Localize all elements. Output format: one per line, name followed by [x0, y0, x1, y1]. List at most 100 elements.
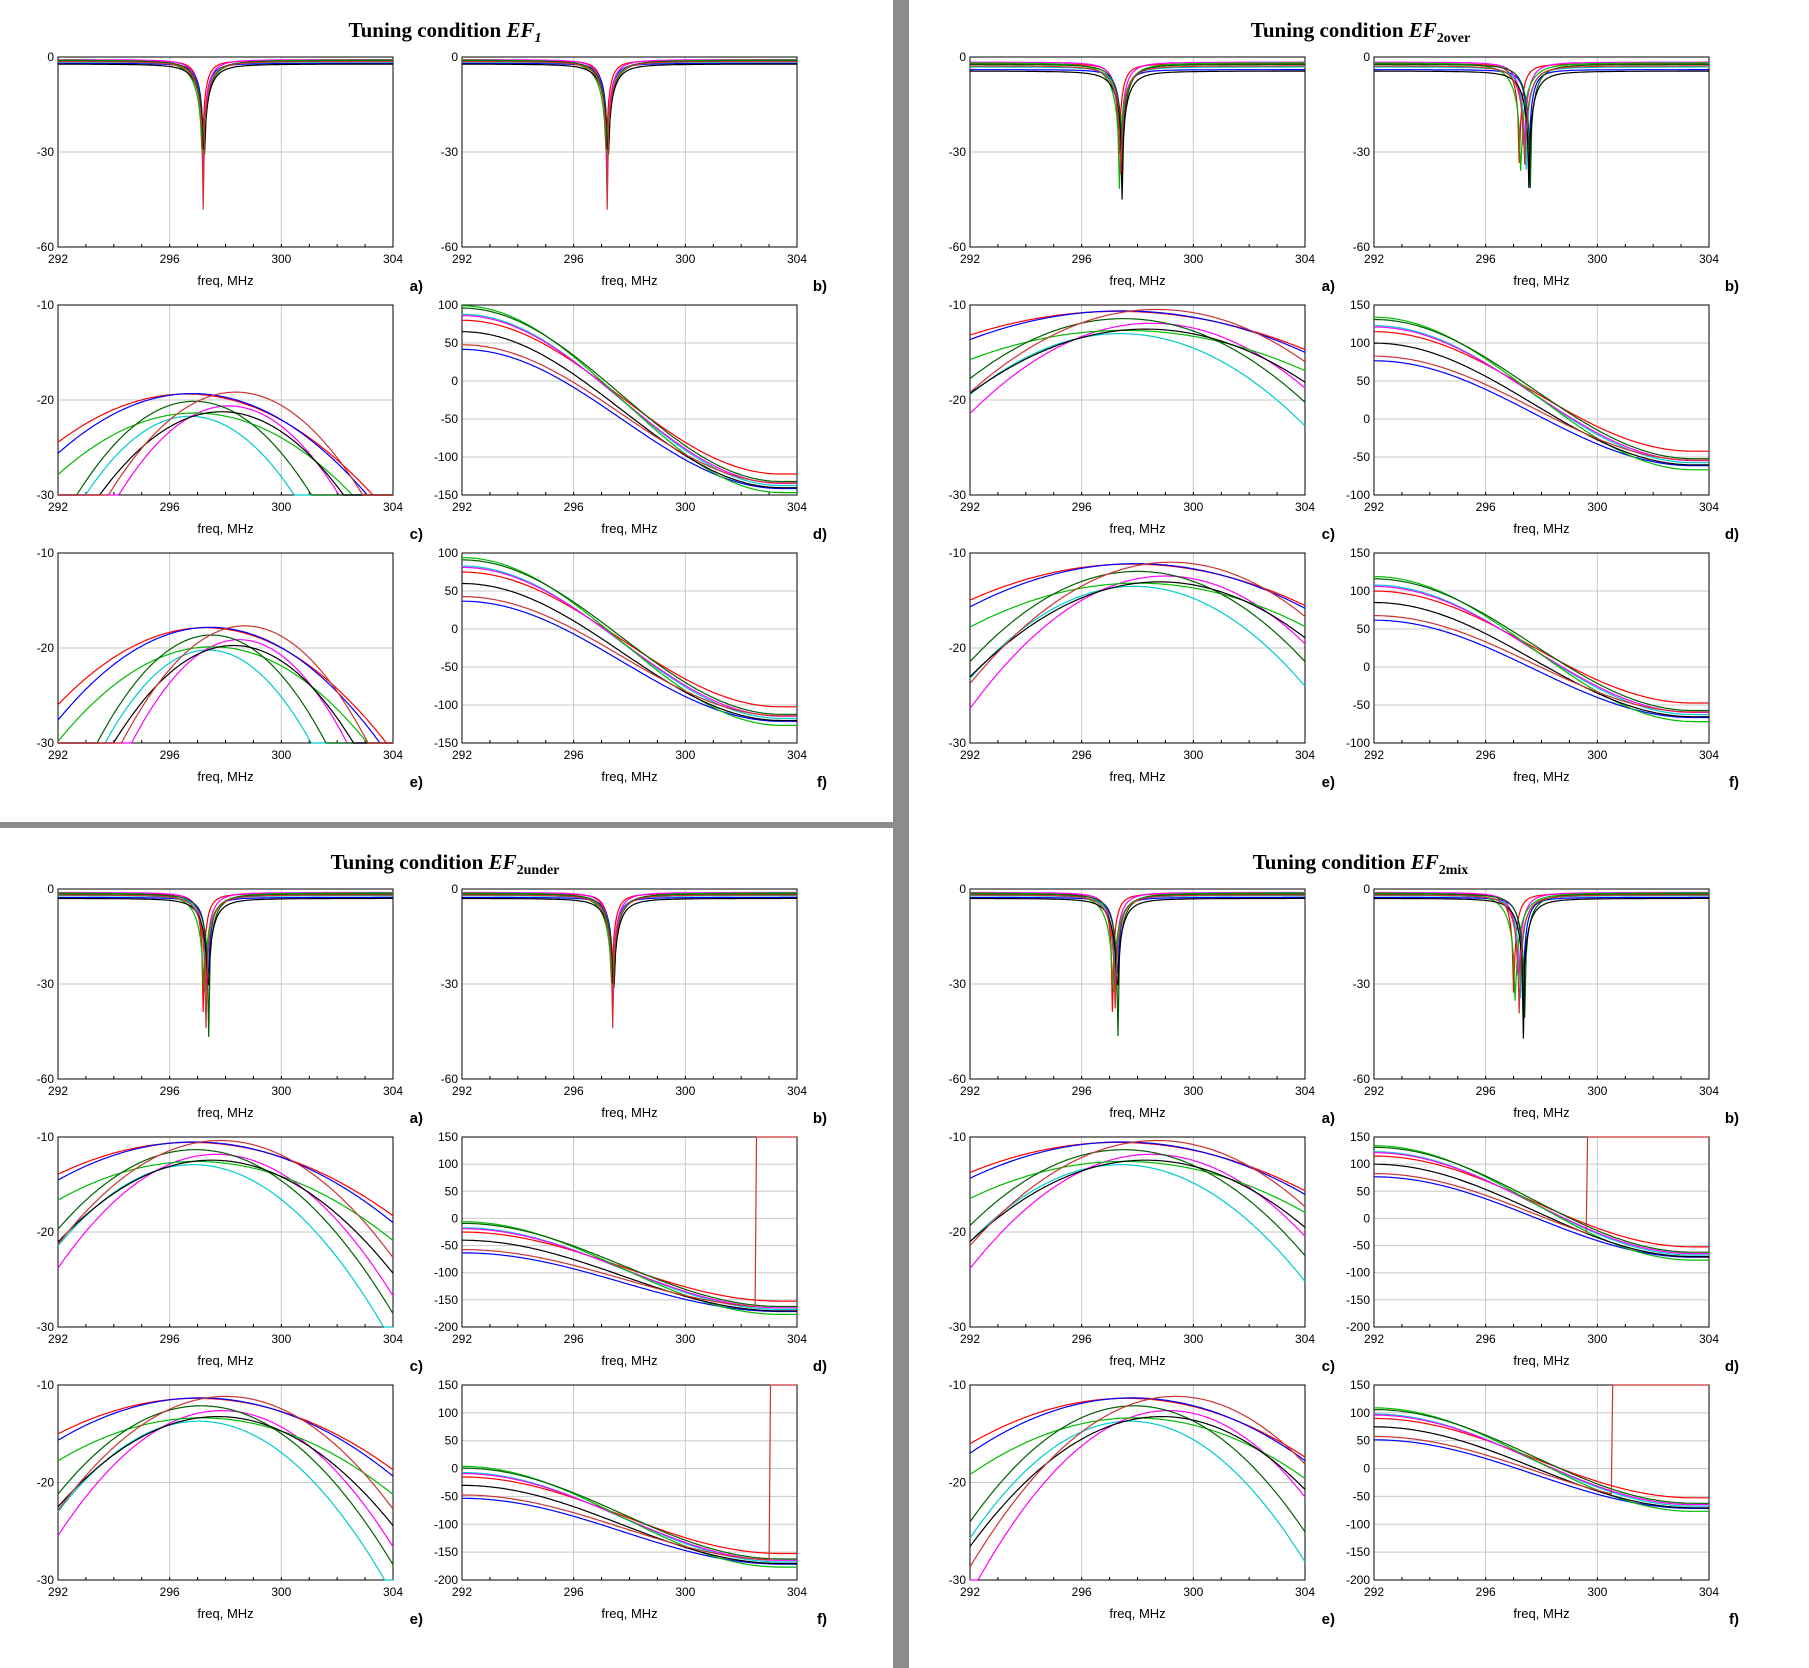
series-line-3 [1374, 61, 1709, 146]
series-line-1 [57, 1141, 394, 1224]
x-tick-label: 304 [787, 252, 807, 266]
series-line-4 [1374, 892, 1709, 1001]
y-tick-label: -200 [1346, 1573, 1370, 1587]
series-line-3 [58, 639, 393, 744]
x-tick-label: 296 [564, 500, 584, 514]
series-line-7 [969, 1395, 1306, 1568]
x-axis-label: freq, MHz [1513, 273, 1569, 288]
y-tick-label: -60 [949, 1072, 967, 1086]
title-prefix: Tuning condition [1252, 850, 1411, 874]
panel-letter: a) [1322, 1110, 1335, 1127]
plot-frame [969, 56, 1306, 248]
plot-frame [969, 888, 1306, 1080]
x-tick-label: 292 [1364, 748, 1384, 762]
quadrant-divider [0, 822, 893, 828]
series-line-1 [969, 1397, 1306, 1462]
plot-frame [969, 1136, 1306, 1328]
x-tick-label: 292 [48, 1585, 68, 1599]
y-tick-label: 0 [451, 1462, 458, 1476]
x-tick-label: 304 [1295, 1585, 1315, 1599]
y-tick-label: 0 [47, 882, 54, 896]
series-line-4 [969, 1160, 1306, 1213]
x-axis-label: freq, MHz [601, 769, 657, 784]
x-tick-label: 292 [960, 748, 980, 762]
x-tick-label: 296 [1072, 1585, 1092, 1599]
y-tick-label: -200 [434, 1573, 458, 1587]
series-line-1 [462, 600, 797, 722]
x-tick-label: 300 [271, 748, 291, 762]
x-tick-label: 300 [675, 1585, 695, 1599]
y-tick-label: -60 [949, 240, 967, 254]
x-tick-label: 292 [1364, 500, 1384, 514]
y-tick-label: 0 [1363, 412, 1370, 426]
series-line-1 [57, 1397, 394, 1477]
series-line-3 [462, 891, 797, 1020]
series-line-3 [969, 575, 1306, 709]
y-tick-label: -30 [37, 1573, 55, 1587]
series-line-6 [57, 1416, 394, 1526]
y-tick-label: -100 [434, 1517, 458, 1531]
x-tick-label: 292 [1364, 1084, 1384, 1098]
series-line-6 [58, 63, 393, 151]
y-tick-label: 0 [1363, 660, 1370, 674]
plot-frame [461, 1136, 798, 1328]
y-tick-label: -10 [37, 546, 55, 560]
x-axis-label: freq, MHz [1513, 1105, 1569, 1120]
panel-letter: a) [1322, 278, 1335, 295]
y-tick-label: -50 [1353, 1239, 1371, 1253]
series-line-7 [57, 1139, 394, 1258]
series-line-3 [1374, 1152, 1709, 1255]
series-line-4 [462, 557, 797, 726]
series-line-7 [58, 625, 393, 744]
x-tick-label: 300 [271, 1332, 291, 1346]
panel-EF2under-c: 292 296 300 304 -10 -20 -30 freq, MHz c) [37, 1130, 423, 1375]
x-tick-label: 296 [160, 748, 180, 762]
panel-letter: c) [1322, 1358, 1335, 1375]
x-tick-label: 304 [787, 1084, 807, 1098]
plot-frame [1373, 1384, 1710, 1581]
y-tick-label: 0 [959, 50, 966, 64]
x-tick-label: 292 [48, 1332, 68, 1346]
y-tick-label: -30 [441, 145, 459, 159]
y-tick-label: 150 [438, 1130, 458, 1144]
series-line-2 [58, 649, 393, 744]
y-tick-label: -60 [1353, 240, 1371, 254]
x-axis-label: freq, MHz [1513, 521, 1569, 536]
x-tick-label: 304 [1295, 252, 1315, 266]
series-line-4 [462, 1465, 797, 1568]
y-tick-label: -30 [37, 145, 55, 159]
series-line-5 [462, 1467, 797, 1560]
x-tick-label: 296 [1072, 252, 1092, 266]
y-tick-label: -10 [949, 1130, 967, 1144]
y-tick-label: -20 [949, 641, 967, 655]
panel-letter: d) [1725, 1358, 1739, 1375]
x-tick-label: 296 [160, 252, 180, 266]
series-line-4 [1374, 1145, 1709, 1261]
series-line-2 [462, 565, 797, 719]
x-tick-label: 300 [675, 748, 695, 762]
y-tick-label: -30 [949, 736, 967, 750]
series-line-0 [1374, 1155, 1709, 1248]
series-line-3 [57, 1410, 394, 1548]
panel-EF2mix-e: 292 296 300 304 -10 -20 -30 freq, MHz e) [949, 1378, 1335, 1628]
quadrant-divider [893, 0, 909, 1668]
series-line-2 [970, 66, 1305, 167]
y-tick-label: -10 [949, 546, 967, 560]
series-line-6 [462, 582, 797, 722]
series-line-6 [969, 328, 1306, 394]
series-line-1 [1374, 896, 1709, 1012]
x-tick-label: 296 [160, 500, 180, 514]
series-line-7 [1374, 65, 1709, 165]
series-line-1 [969, 310, 1306, 353]
x-tick-label: 300 [1587, 1332, 1607, 1346]
series-line-4 [969, 329, 1306, 372]
series-line-3 [1374, 891, 1709, 976]
x-tick-label: 300 [675, 252, 695, 266]
panel-EF2under-e: 292 296 300 304 -10 -20 -30 freq, MHz e) [37, 1378, 423, 1628]
x-tick-label: 292 [48, 1084, 68, 1098]
series-line-7 [462, 60, 797, 210]
plot-frame [461, 888, 798, 1080]
series-line-6 [969, 1159, 1306, 1243]
series-line-5 [462, 307, 797, 483]
y-tick-label: -150 [1346, 1293, 1370, 1307]
